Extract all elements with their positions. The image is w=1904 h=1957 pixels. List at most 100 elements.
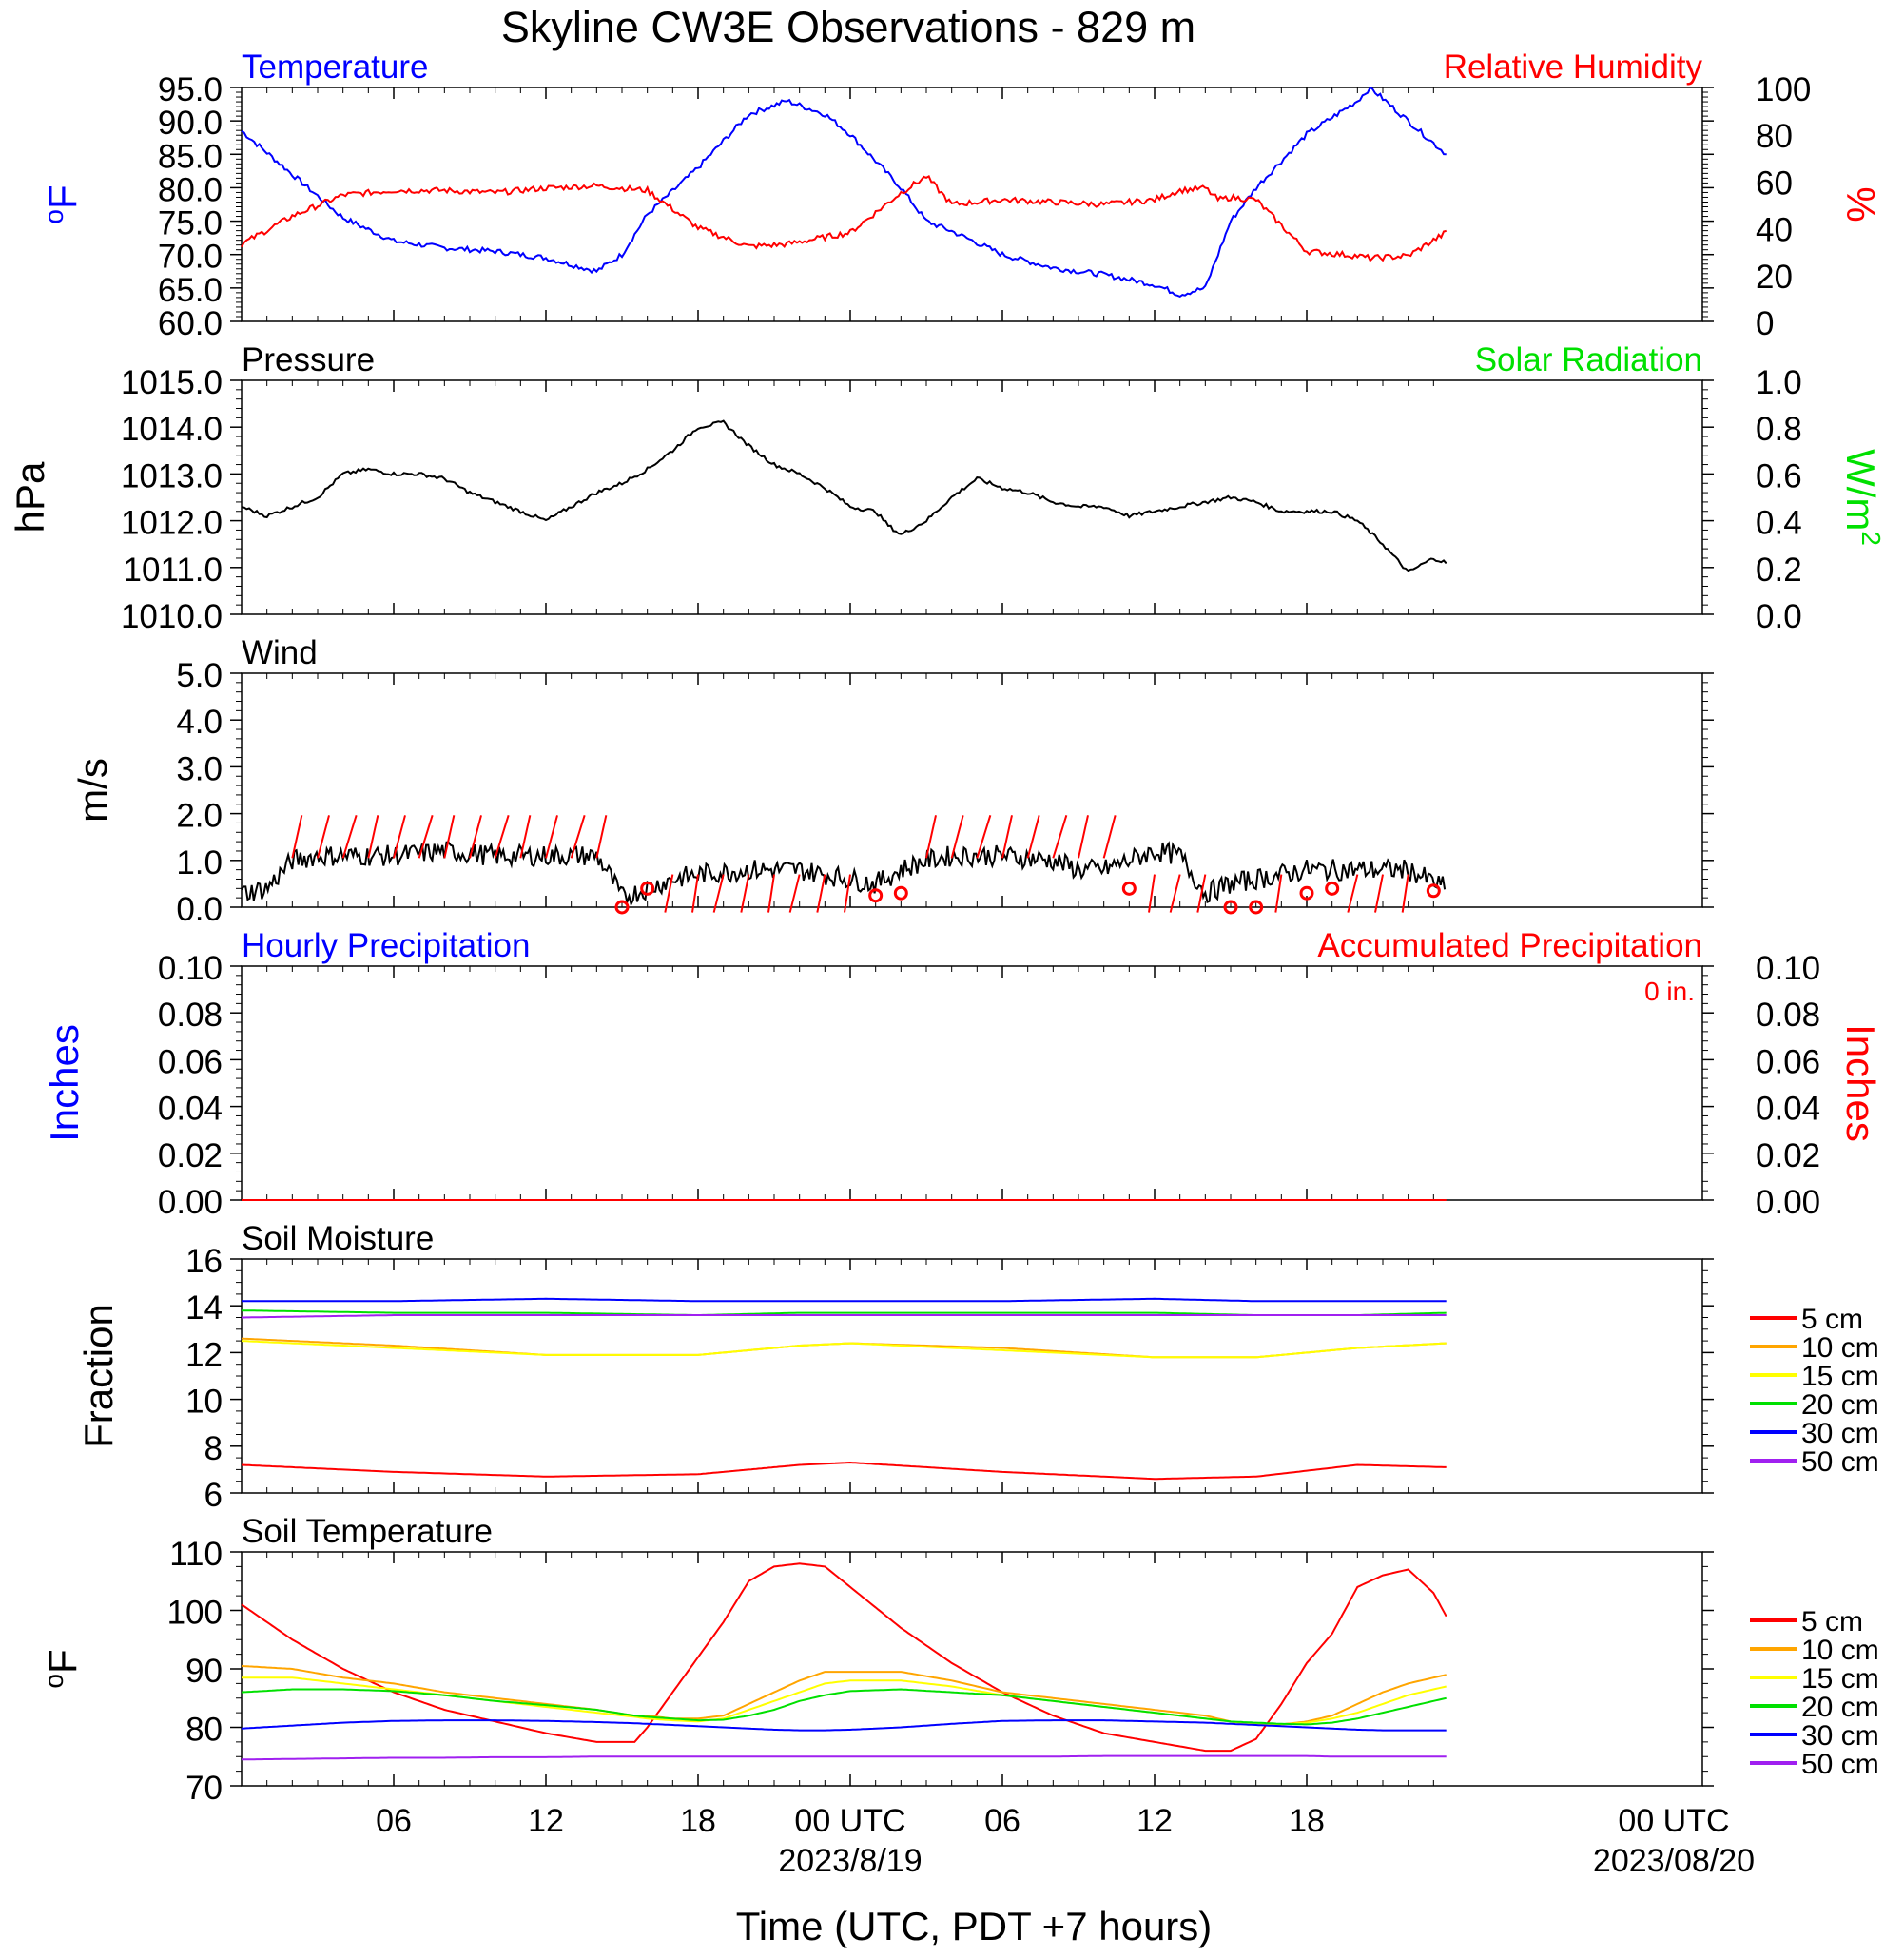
y-tick-label-right: 40 xyxy=(1756,212,1793,249)
wind-barb xyxy=(291,815,303,859)
series-line-15-cm xyxy=(242,1676,1447,1726)
y-tick-label: 75.0 xyxy=(158,205,223,242)
series-line-30-cm xyxy=(242,1297,1447,1303)
y-tick-label: 1012.0 xyxy=(121,505,223,542)
x-tick-label: 18 xyxy=(680,1803,716,1839)
calm-marker xyxy=(640,881,655,896)
y-tick-label: 10 xyxy=(185,1384,223,1421)
y-axis-label-right: W/m2 xyxy=(1838,449,1886,546)
series-line-10-cm xyxy=(241,1664,1447,1726)
y-axis-label: Fraction xyxy=(76,1304,121,1448)
wind-barb xyxy=(519,815,532,859)
wind-barb xyxy=(1374,874,1384,913)
panel-3: 5.0 4.0 3.0 2.0 1.0 0.0 Wind m/s xyxy=(70,634,1714,928)
figure-title: Skyline CW3E Observations - 829 m xyxy=(501,3,1195,51)
date-label: 2023/8/19 xyxy=(778,1843,922,1879)
wind-barb xyxy=(1401,874,1409,913)
legend-label: 5 cm xyxy=(1801,1606,1863,1637)
panel-title-right: Solar Radiation xyxy=(1475,341,1702,378)
wind-barb xyxy=(443,815,456,859)
wind-barb xyxy=(788,874,801,913)
y-tick-label: 0.04 xyxy=(158,1091,223,1128)
y-tick-label-right: 60 xyxy=(1756,165,1793,202)
y-tick-label: 1015.0 xyxy=(121,364,223,401)
wind-barb xyxy=(367,815,379,859)
y-tick-label-right: 0.2 xyxy=(1756,552,1802,589)
wind-barb xyxy=(950,815,964,859)
series-line-wind-speed xyxy=(241,841,1447,907)
y-tick-label: 110 xyxy=(169,1536,223,1573)
wind-barb xyxy=(1169,874,1181,913)
series-line-5-cm xyxy=(241,1461,1447,1481)
y-tick-label: 65.0 xyxy=(158,272,223,309)
x-tick-label: 06 xyxy=(376,1803,412,1839)
y-tick-label-right: 0.08 xyxy=(1756,997,1820,1034)
panel-title-right: Accumulated Precipitation xyxy=(1317,927,1702,964)
legend-label: 30 cm xyxy=(1801,1720,1879,1752)
legend-label: 20 cm xyxy=(1801,1692,1879,1723)
y-tick-label: 1013.0 xyxy=(121,457,223,494)
wind-barb xyxy=(341,815,358,859)
panel-title-left: Pressure xyxy=(242,341,375,378)
accumulation-annotation: 0 in. xyxy=(1644,977,1695,1006)
wind-barb xyxy=(664,874,674,913)
y-tick-label-right: 0.4 xyxy=(1756,505,1802,542)
calm-marker xyxy=(1325,881,1340,896)
wind-barb xyxy=(1052,815,1068,859)
panel-title-left: Soil Moisture xyxy=(242,1220,434,1257)
wind-barb xyxy=(494,815,510,859)
y-axis-label: Inches xyxy=(42,1024,87,1142)
plot-frame xyxy=(241,965,1703,1201)
y-tick-label: 90 xyxy=(185,1653,223,1690)
calm-marker xyxy=(1121,881,1137,896)
y-tick-label: 0.0 xyxy=(176,891,223,928)
y-tick-label-right: 1.0 xyxy=(1756,364,1802,401)
y-tick-label-right: 80 xyxy=(1756,118,1793,155)
calm-marker xyxy=(1249,900,1264,915)
panel-4: 0.10 0.08 0.06 0.04 0.02 0.00 0.10 0.08 0.06 0.04… xyxy=(42,927,1883,1221)
y-tick-label-right: 100 xyxy=(1756,71,1811,108)
y-axis-label: oF xyxy=(39,1649,85,1688)
panel-title-left: Hourly Precipitation xyxy=(242,927,530,964)
wind-barb xyxy=(545,815,558,859)
y-tick-label-right: 0 xyxy=(1756,305,1774,342)
wind-barb xyxy=(317,815,330,859)
y-tick-label-right: 0.00 xyxy=(1756,1184,1820,1221)
y-tick-label-right: 0.6 xyxy=(1756,457,1802,494)
y-tick-label: 0.08 xyxy=(158,997,223,1034)
date-label: 2023/08/20 xyxy=(1593,1843,1755,1879)
legend-label: 5 cm xyxy=(1801,1304,1863,1335)
wind-barb xyxy=(1102,815,1117,859)
y-tick-label: 85.0 xyxy=(158,138,223,175)
y-axis-label: oF xyxy=(39,184,85,223)
y-tick-label: 3.0 xyxy=(176,750,223,787)
calm-marker xyxy=(1223,900,1238,915)
calm-marker xyxy=(1299,885,1314,901)
wind-barb xyxy=(691,874,699,913)
wind-barb xyxy=(1196,874,1207,913)
panel-title-left: Soil Temperature xyxy=(242,1513,493,1550)
y-tick-label: 100 xyxy=(167,1595,223,1632)
plot-frame xyxy=(241,672,1703,908)
y-tick-label: 0.00 xyxy=(158,1184,223,1221)
wind-barb xyxy=(1026,815,1040,859)
y-tick-label: 0.10 xyxy=(158,950,223,987)
series-line-temperature xyxy=(241,86,1447,299)
y-tick-label: 12 xyxy=(185,1336,223,1373)
series-line-5-cm xyxy=(241,1562,1447,1753)
y-tick-label-right: 0.8 xyxy=(1756,411,1802,448)
y-tick-label: 1011.0 xyxy=(124,552,223,589)
legend-label: 30 cm xyxy=(1801,1418,1879,1449)
x-tick-label: 00 UTC xyxy=(1618,1803,1729,1839)
y-axis-label-right: % xyxy=(1838,186,1883,222)
y-tick-label: 95.0 xyxy=(158,71,223,108)
wind-barb xyxy=(1078,815,1089,859)
wind-barb xyxy=(469,815,482,859)
calm-marker xyxy=(868,888,884,903)
series-line-15-cm xyxy=(241,1340,1447,1359)
y-tick-label: 70.0 xyxy=(158,239,223,276)
y-tick-label-right: 0.04 xyxy=(1756,1091,1820,1128)
wind-barb xyxy=(740,874,750,913)
y-axis-label: m/s xyxy=(70,758,115,823)
y-tick-label-right: 0.06 xyxy=(1756,1043,1820,1080)
